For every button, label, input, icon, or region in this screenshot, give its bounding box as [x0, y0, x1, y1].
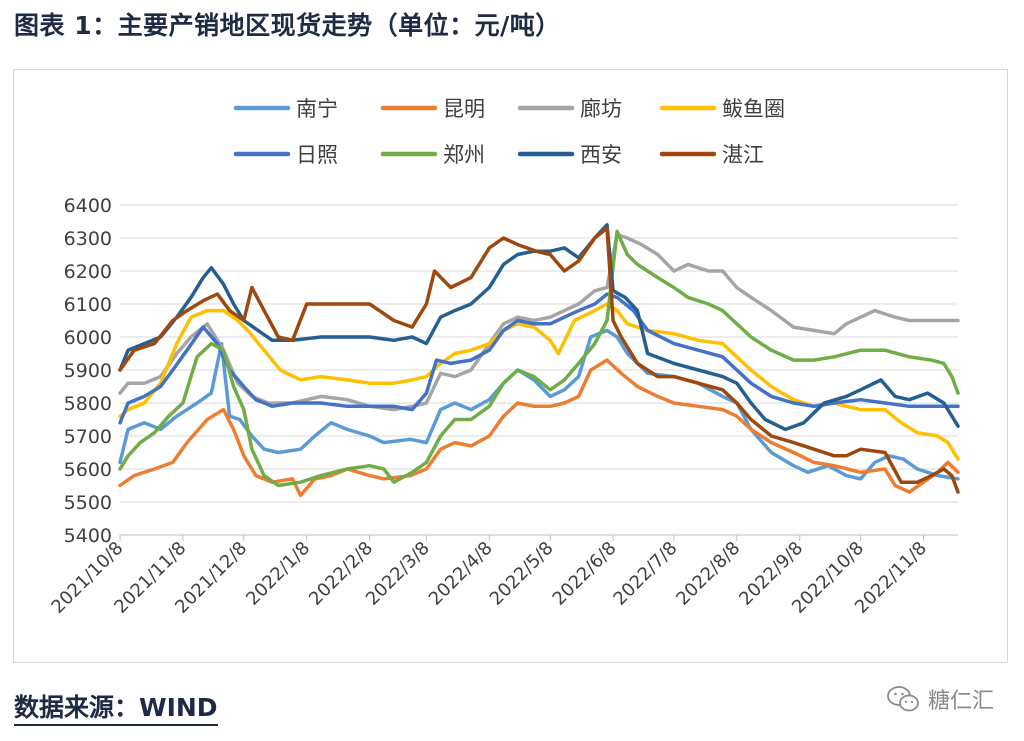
line-chart: 5400 5500 5600 5700 5800 5900 6000 6100 6200 6300…	[47, 97, 960, 618]
legend-label: 昆明	[443, 97, 485, 121]
series-lines	[118, 223, 960, 498]
y-tick-label: 6300	[64, 228, 112, 250]
legend-label: 西安	[580, 143, 622, 167]
x-tick-label: 2022/1/8	[242, 538, 314, 610]
chart-area: 5400 5500 5600 5700 5800 5900 6000 6100 6200 6300…	[13, 69, 1008, 663]
y-tick-label: 6400	[64, 195, 112, 217]
y-tick-label: 6000	[64, 327, 112, 349]
x-tick-label: 2022/5/8	[486, 538, 558, 610]
y-tick-label: 5500	[64, 492, 112, 514]
y-tick-label: 5600	[64, 459, 112, 481]
wechat-icon	[887, 686, 919, 712]
series-line	[118, 229, 960, 488]
series-line	[118, 358, 960, 498]
x-tick-label: 2022/4/8	[425, 538, 497, 610]
y-tick-label: 6200	[64, 261, 112, 283]
x-tick-label: 2022/8/8	[672, 538, 744, 610]
x-tick-label: 2022/6/8	[549, 538, 621, 610]
watermark-text: 糖仁汇	[927, 689, 994, 714]
legend-label: 廊坊	[580, 97, 622, 121]
legend-label: 郑州	[443, 143, 485, 167]
watermark: 糖仁汇	[886, 683, 994, 715]
y-tick-label: 5700	[64, 426, 112, 448]
series-line	[118, 232, 960, 412]
y-tick-label: 5800	[64, 393, 112, 415]
legend-label: 南宁	[296, 97, 338, 121]
x-tick-label: 2022/7/8	[609, 538, 681, 610]
data-source-note: 数据来源：WIND	[14, 693, 218, 726]
series-line	[118, 226, 960, 494]
y-tick-label: 5400	[64, 525, 112, 547]
y-tick-label: 6100	[64, 294, 112, 316]
gridlines	[120, 204, 958, 536]
legend-label: 湛江	[722, 143, 764, 167]
legend-label: 日照	[296, 143, 338, 167]
legend-label: 鲅鱼圈	[722, 97, 785, 121]
y-tick-label: 5900	[64, 360, 112, 382]
chart-title: 图表 1：主要产销地区现货走势（单位：元/吨）	[14, 11, 561, 40]
